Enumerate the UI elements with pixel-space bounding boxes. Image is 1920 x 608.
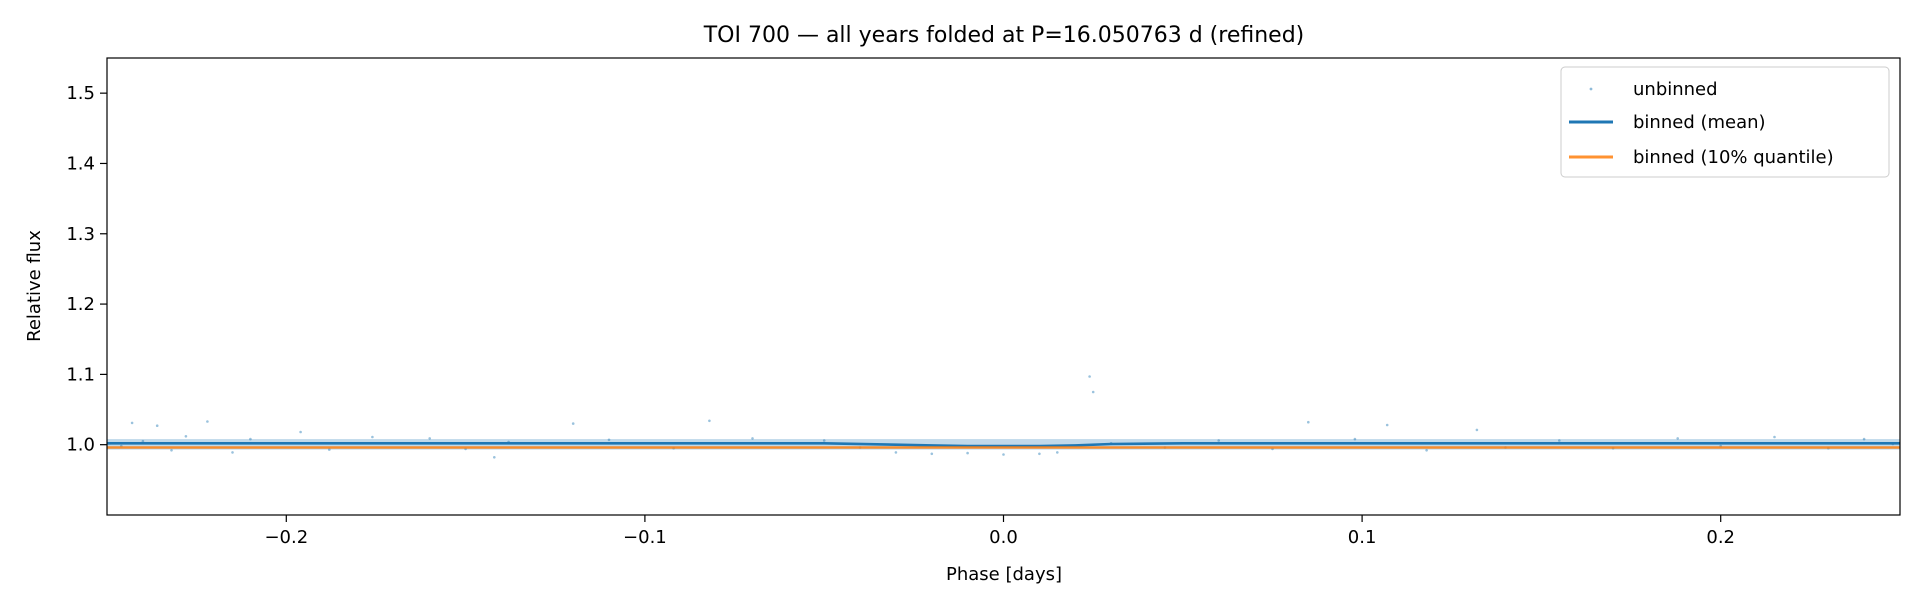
scatter-point bbox=[1558, 439, 1561, 442]
scatter-point bbox=[607, 438, 611, 442]
scatter-point bbox=[299, 430, 302, 434]
y-axis-label: Relative flux bbox=[24, 230, 45, 342]
legend-marker-unbinned bbox=[1589, 87, 1593, 91]
scatter-point bbox=[1862, 437, 1866, 441]
scatter-point bbox=[141, 439, 145, 443]
y-tick-label: 1.4 bbox=[66, 153, 95, 174]
scatter-point bbox=[1088, 375, 1091, 378]
scatter-point bbox=[1425, 449, 1428, 452]
x-axis-label: Phase [days] bbox=[946, 564, 1062, 585]
scatter-point bbox=[1475, 428, 1479, 432]
y-tick-label: 1.2 bbox=[66, 294, 95, 315]
y-tick-label: 1.0 bbox=[66, 435, 95, 456]
scatter-point bbox=[930, 452, 934, 456]
scatter-point bbox=[822, 439, 826, 442]
scatter-point bbox=[170, 449, 173, 452]
scatter-point bbox=[571, 422, 575, 425]
legend-label-unbinned: unbinned bbox=[1633, 79, 1718, 100]
y-axis: 1.0 1.1 1.2 1.3 1.4 1.5 bbox=[66, 83, 107, 456]
binned-mean-line bbox=[107, 441, 1900, 448]
plot-area bbox=[107, 375, 1900, 459]
scatter-point bbox=[428, 437, 432, 440]
scatter-point bbox=[894, 451, 898, 454]
x-tick-label: −0.2 bbox=[264, 527, 308, 548]
y-tick-label: 1.3 bbox=[66, 224, 95, 245]
scatter-point bbox=[1353, 437, 1357, 441]
scatter-point bbox=[493, 456, 496, 459]
scatter-point bbox=[1385, 423, 1389, 427]
scatter-point bbox=[371, 435, 374, 439]
scatter-point bbox=[1676, 437, 1679, 440]
scatter-point bbox=[249, 437, 252, 441]
x-tick-label: 0.2 bbox=[1706, 527, 1735, 548]
chart-title: TOI 700 — all years folded at P=16.05076… bbox=[703, 23, 1305, 48]
scatter-point bbox=[184, 435, 188, 438]
legend: unbinned binned (mean) binned (10% quant… bbox=[1560, 66, 1890, 178]
scatter-point bbox=[1056, 451, 1059, 454]
scatter-point bbox=[1773, 435, 1776, 439]
scatter-point bbox=[1217, 439, 1220, 442]
legend-label-binned-mean: binned (mean) bbox=[1633, 112, 1766, 133]
scatter-point bbox=[206, 420, 209, 423]
x-tick-label: −0.1 bbox=[623, 527, 667, 548]
unbinned-density-band bbox=[107, 439, 1900, 450]
scatter-point bbox=[1002, 453, 1005, 456]
scatter-point bbox=[966, 451, 969, 455]
scatter-point bbox=[708, 419, 711, 423]
legend-label-binned-quantile: binned (10% quantile) bbox=[1633, 147, 1834, 168]
y-tick-label: 1.5 bbox=[66, 83, 95, 104]
x-tick-label: 0.0 bbox=[989, 527, 1018, 548]
scatter-point bbox=[231, 451, 234, 454]
scatter-point bbox=[1038, 452, 1041, 456]
scatter-point bbox=[130, 421, 134, 425]
legend-frame bbox=[1560, 66, 1890, 178]
x-axis: −0.2 −0.1 0.0 0.1 0.2 bbox=[264, 515, 1735, 548]
scatter-point bbox=[751, 437, 754, 440]
y-tick-label: 1.1 bbox=[66, 364, 95, 385]
scatter-point bbox=[1307, 420, 1310, 424]
x-tick-label: 0.1 bbox=[1348, 527, 1377, 548]
scatter-point bbox=[155, 424, 159, 428]
scatter-point bbox=[1091, 390, 1095, 394]
scatter-point bbox=[328, 448, 331, 451]
